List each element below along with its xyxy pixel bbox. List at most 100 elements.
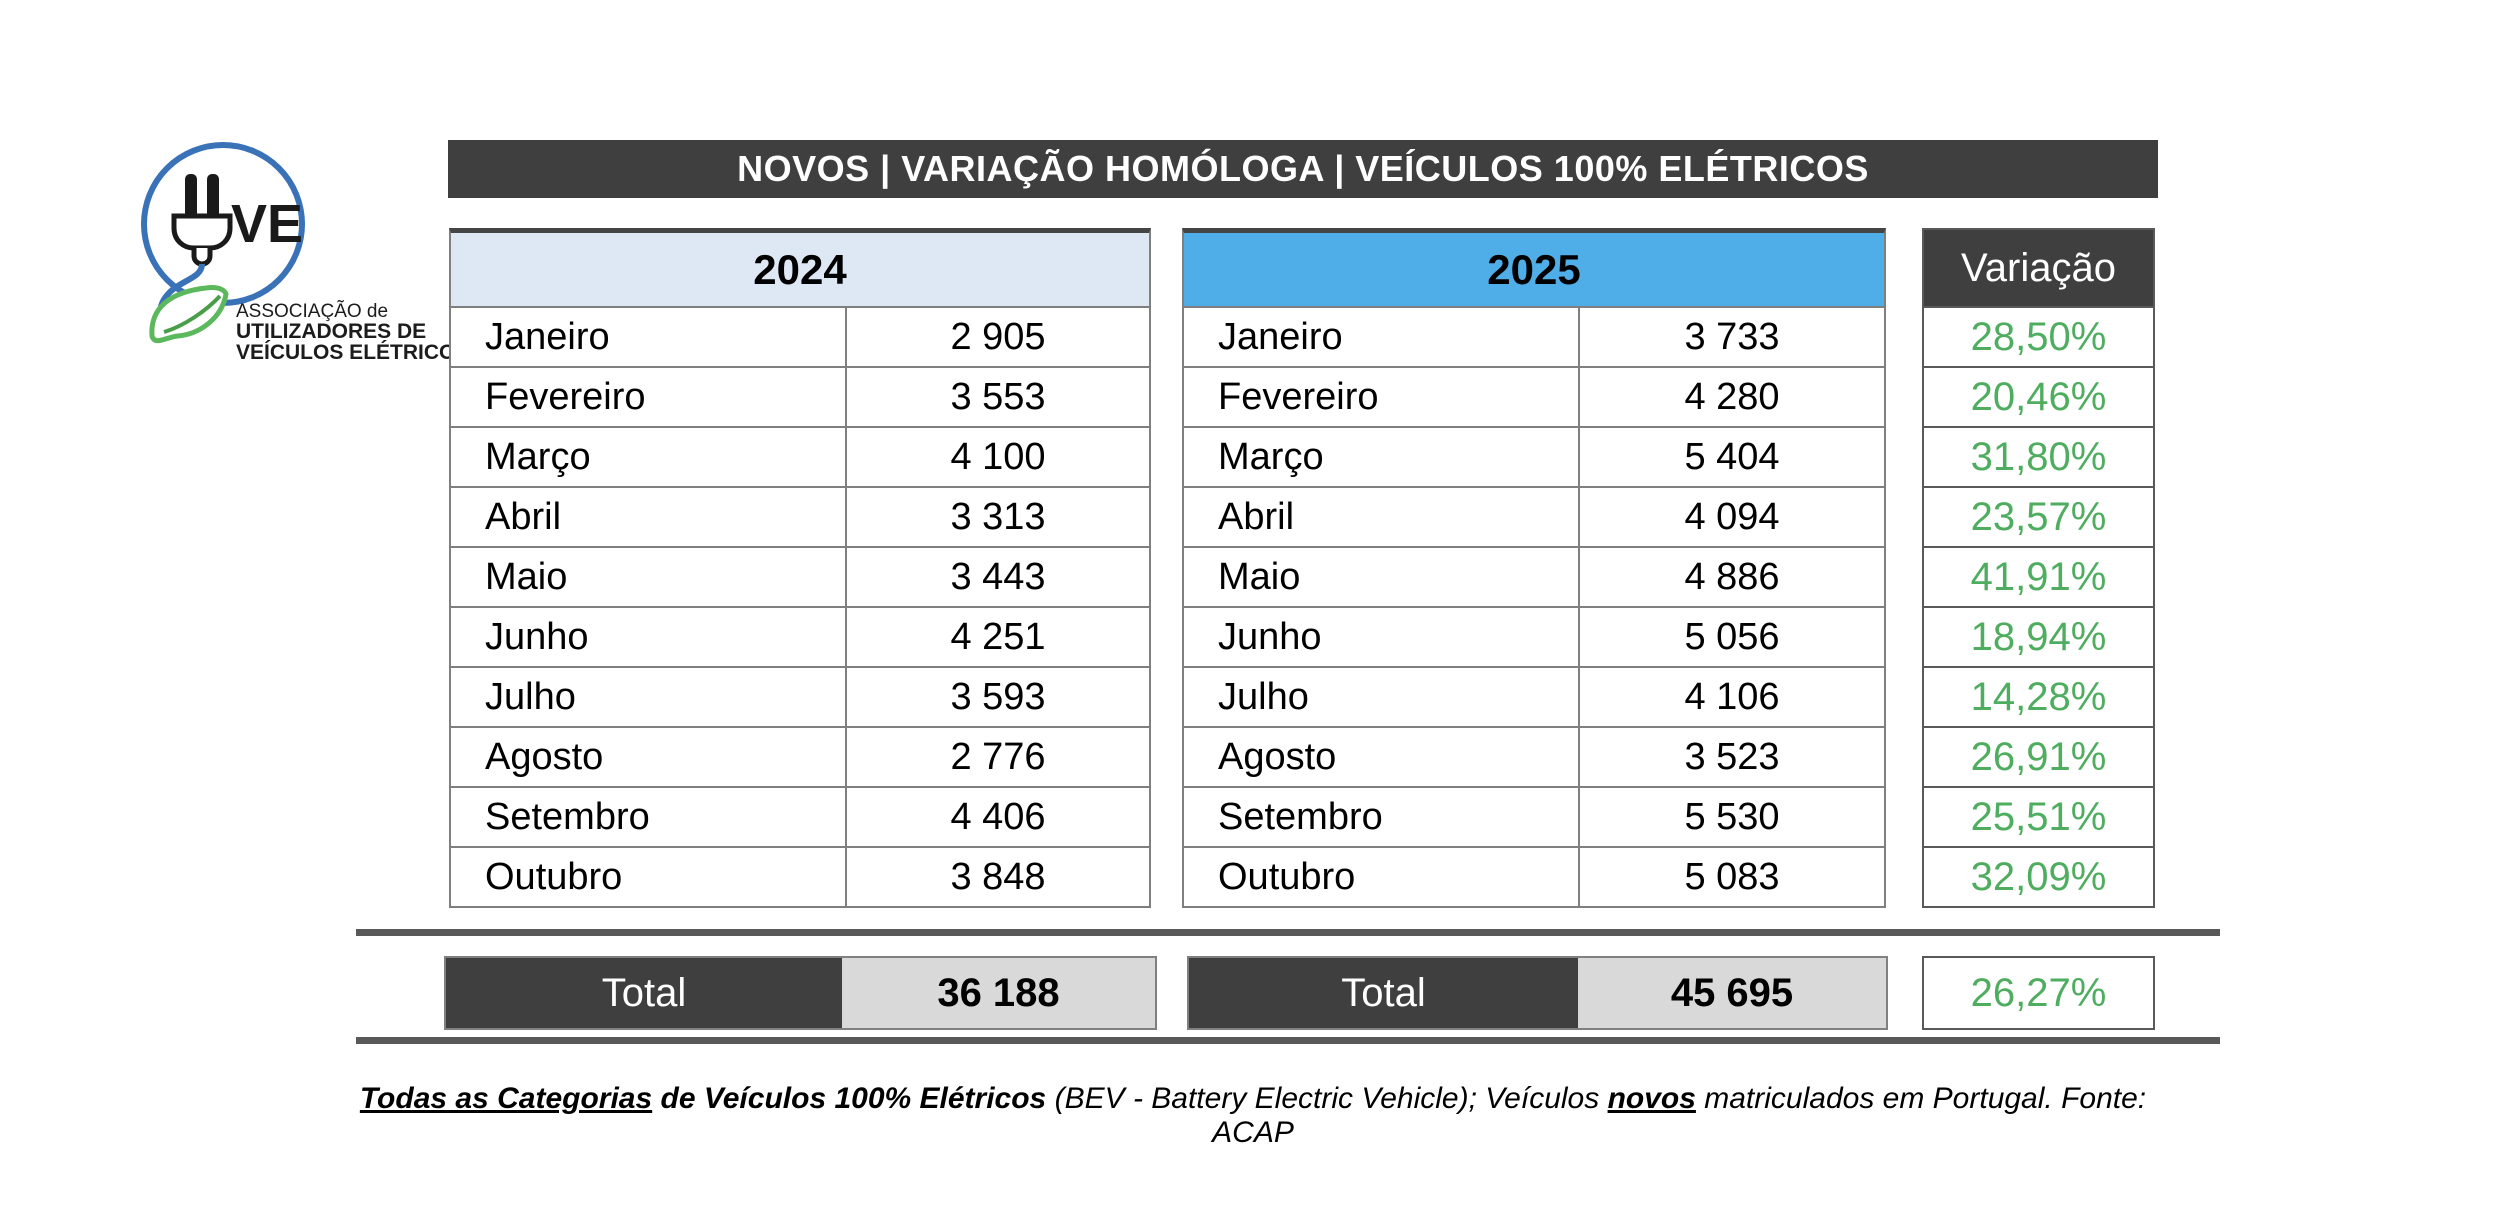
plug-icon (157, 174, 233, 313)
logo-subtitle-3: VEÍCULOS ELÉTRICOS (236, 341, 469, 364)
logo-subtitle-2: UTILIZADORES DE (236, 320, 426, 343)
logo-acronym: VE (231, 194, 303, 254)
total-2025: Total 45 695 (1187, 956, 1888, 1030)
value-cell: 3 313 (950, 495, 1046, 538)
table-row: Julho 4 106 (1182, 668, 1886, 728)
variation-header: Variação (1922, 228, 2155, 308)
uve-logo: VE ASSOCIAÇÃO de UTILIZADORES DE VEÍCULO… (141, 142, 469, 364)
month-cell: Março (451, 428, 847, 486)
table-row: Janeiro 3 733 (1182, 308, 1886, 368)
value-cell: 3 553 (950, 375, 1046, 418)
variation-cell: 41,91% (1922, 548, 2155, 608)
table-row: Julho 3 593 (449, 668, 1151, 728)
month-cell: Outubro (1184, 848, 1580, 906)
month-cell: Abril (451, 488, 847, 546)
total-2024-label: Total (446, 958, 842, 1028)
month-cell: Setembro (1184, 788, 1580, 846)
value-cell: 4 280 (1684, 375, 1780, 418)
value-cell: 5 083 (1684, 855, 1780, 898)
month-cell: Janeiro (1184, 308, 1580, 366)
value-cell: 4 100 (950, 435, 1046, 478)
table-row: Fevereiro 3 553 (449, 368, 1151, 428)
month-cell: Julho (451, 668, 847, 726)
month-cell: Outubro (451, 848, 847, 906)
table-row: Março 4 100 (449, 428, 1151, 488)
footnote-seg-3: (BEV - Battery Electric Vehicle); Veícul… (1054, 1082, 1608, 1115)
leaf-icon (149, 285, 229, 344)
table-2024-header: 2024 (449, 228, 1151, 308)
value-cell: 4 251 (950, 615, 1046, 658)
footnote-seg-2: de Veículos 100% Elétricos (652, 1082, 1055, 1115)
month-cell: Julho (1184, 668, 1580, 726)
total-2025-value: 45 695 (1578, 958, 1886, 1028)
month-cell: Fevereiro (451, 368, 847, 426)
value-cell: 5 530 (1684, 795, 1780, 838)
month-cell: Junho (1184, 608, 1580, 666)
table-row: Abril 4 094 (1182, 488, 1886, 548)
variation-total: 26,27% (1922, 956, 2155, 1030)
footnote-seg-1: Todas as Categorias (359, 1082, 653, 1115)
variation-cell: 18,94% (1922, 608, 2155, 668)
footnote-seg-5: matriculados em Portugal. Fonte: ACAP (1212, 1082, 2147, 1149)
month-cell: Setembro (451, 788, 847, 846)
value-cell: 3 733 (1684, 315, 1780, 358)
table-row: Junho 5 056 (1182, 608, 1886, 668)
variation-cell: 32,09% (1922, 848, 2155, 908)
separator-rule-top (356, 929, 2220, 936)
month-cell: Março (1184, 428, 1580, 486)
variation-cell: 31,80% (1922, 428, 2155, 488)
value-cell: 3 593 (950, 675, 1046, 718)
table-row: Maio 3 443 (449, 548, 1151, 608)
month-cell: Junho (451, 608, 847, 666)
value-cell: 4 886 (1684, 555, 1780, 598)
table-row: Junho 4 251 (449, 608, 1151, 668)
value-cell: 4 106 (1684, 675, 1780, 718)
variation-column: Variação 28,50% 20,46% 31,80% 23,57% 41,… (1922, 228, 2155, 908)
total-2024: Total 36 188 (444, 956, 1157, 1030)
variation-cell: 14,28% (1922, 668, 2155, 728)
variation-cell: 28,50% (1922, 308, 2155, 368)
table-row: Outubro 5 083 (1182, 848, 1886, 908)
logo-subtitle-1: ASSOCIAÇÃO de (236, 300, 388, 322)
table-row: Janeiro 2 905 (449, 308, 1151, 368)
table-row: Setembro 4 406 (449, 788, 1151, 848)
month-cell: Maio (1184, 548, 1580, 606)
value-cell: 3 848 (950, 855, 1046, 898)
total-2024-value: 36 188 (842, 958, 1155, 1028)
value-cell: 3 443 (950, 555, 1046, 598)
value-cell: 2 905 (950, 315, 1046, 358)
table-2025-header: 2025 (1182, 228, 1886, 308)
separator-rule-bottom (356, 1037, 2220, 1044)
value-cell: 3 523 (1684, 735, 1780, 778)
month-cell: Agosto (1184, 728, 1580, 786)
table-row: Outubro 3 848 (449, 848, 1151, 908)
value-cell: 5 404 (1684, 435, 1780, 478)
footnote: Todas as Categorias de Veículos 100% Elé… (348, 1082, 2158, 1150)
page-title: NOVOS | VARIAÇÃO HOMÓLOGA | VEÍCULOS 100… (448, 140, 2158, 198)
table-row: Setembro 5 530 (1182, 788, 1886, 848)
month-cell: Fevereiro (1184, 368, 1580, 426)
total-2025-label: Total (1189, 958, 1578, 1028)
footnote-seg-4: novos (1607, 1082, 1696, 1115)
value-cell: 4 094 (1684, 495, 1780, 538)
variation-cell: 25,51% (1922, 788, 2155, 848)
variation-cell: 23,57% (1922, 488, 2155, 548)
variation-cell: 20,46% (1922, 368, 2155, 428)
table-2025: 2025 Janeiro 3 733 Fevereiro 4 280 Março… (1182, 228, 1886, 908)
month-cell: Agosto (451, 728, 847, 786)
table-row: Agosto 3 523 (1182, 728, 1886, 788)
value-cell: 4 406 (950, 795, 1046, 838)
month-cell: Abril (1184, 488, 1580, 546)
table-row: Abril 3 313 (449, 488, 1151, 548)
table-row: Fevereiro 4 280 (1182, 368, 1886, 428)
month-cell: Maio (451, 548, 847, 606)
table-2024: 2024 Janeiro 2 905 Fevereiro 3 553 Março… (449, 228, 1151, 908)
variation-cell: 26,91% (1922, 728, 2155, 788)
value-cell: 5 056 (1684, 615, 1780, 658)
table-row: Agosto 2 776 (449, 728, 1151, 788)
value-cell: 2 776 (950, 735, 1046, 778)
table-row: Maio 4 886 (1182, 548, 1886, 608)
table-row: Março 5 404 (1182, 428, 1886, 488)
month-cell: Janeiro (451, 308, 847, 366)
